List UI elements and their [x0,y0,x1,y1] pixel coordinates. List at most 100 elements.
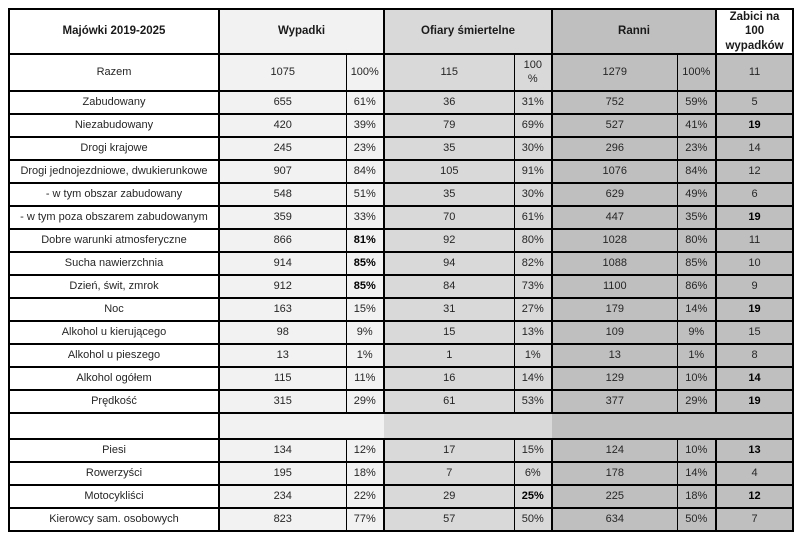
cell-ranni-count: 634 [551,507,678,533]
cell-row-label: Niezabudowany [8,113,220,139]
cell-wypadki-percent [346,412,385,441]
cell-row-label: Piesi [8,438,220,464]
table-row: Drogi krajowe 245 23% 35 30% 296 23% 14 [8,136,794,162]
cell-ranni-percent: 23% [676,136,717,162]
cell-row-label: Noc [8,297,220,323]
cell-zabici-na-100: 19 [715,389,794,415]
cell-row-label: Motocykliści [8,484,220,510]
cell-zabici-na-100 [716,412,795,441]
cell-zabici-na-100: 12 [715,159,794,185]
cell-wypadki-percent: 85% [345,251,385,277]
cell-ranni-count: 1028 [551,228,678,254]
cell-wypadki-percent: 81% [345,228,385,254]
cell-wypadki-count: 134 [218,438,347,464]
table-row: Alkohol u kierującego 98 9% 15 13% 109 9… [8,320,794,346]
cell-zabici-na-100: 6 [715,182,794,208]
cell-wypadki-count: 315 [218,389,347,415]
cell-ofiary-percent [514,412,553,441]
header-row: Majówki 2019-2025 Wypadki Ofiary śmierte… [8,7,794,56]
cell-ofiary-count: 1 [383,343,515,369]
cell-row-label: Sucha nawierzchnia [8,251,220,277]
cell-ranni-count: 629 [551,182,678,208]
cell-row-label: Kierowcy sam. osobowych [8,507,220,533]
cell-wypadki-count [219,412,346,441]
cell-ranni-count: 447 [551,205,678,231]
cell-ranni-count: 225 [551,484,678,510]
table-row: Razem 1075 100% 115 100 % 1279 100% 11 [8,53,794,93]
cell-zabici-na-100: 19 [715,297,794,323]
cell-wypadki-count: 912 [218,274,347,300]
cell-wypadki-percent: 22% [345,484,385,510]
cell-ofiary-percent: 91% [513,159,553,185]
cell-ofiary-count: 15 [383,320,515,346]
cell-wypadki-percent: 51% [345,182,385,208]
cell-wypadki-percent: 77% [345,507,385,533]
cell-ranni-count: 129 [551,366,678,392]
cell-row-label: - w tym obszar zabudowany [8,182,220,208]
cell-wypadki-count: 115 [218,366,347,392]
cell-row-label: - w tym poza obszarem zabudowanym [8,205,220,231]
cell-ofiary-count: 35 [383,182,515,208]
cell-ranni-percent: 84% [676,159,717,185]
accidents-table: Majówki 2019-2025 Wypadki Ofiary śmierte… [8,7,795,533]
cell-row-label: Drogi jednojezdniowe, dwukierunkowe [8,159,220,185]
table-row: Drogi jednojezdniowe, dwukierunkowe 907 … [8,159,794,185]
cell-ofiary-count: 105 [383,159,515,185]
cell-ranni-percent: 41% [676,113,717,139]
cell-ranni-percent: 10% [676,366,717,392]
cell-ranni-count: 1279 [551,53,678,93]
table-row: Alkohol u pieszego 13 1% 1 1% 13 1% 8 [8,343,794,369]
cell-wypadki-count: 98 [218,320,347,346]
cell-ofiary-count: 31 [383,297,515,323]
cell-row-label: Razem [8,53,220,93]
cell-ofiary-percent: 27% [513,297,553,323]
cell-row-label [8,412,220,441]
statistics-sheet: Majówki 2019-2025 Wypadki Ofiary śmierte… [8,7,795,533]
cell-wypadki-count: 823 [218,507,347,533]
table-row: Niezabudowany 420 39% 79 69% 527 41% 19 [8,113,794,139]
cell-ranni-count: 527 [551,113,678,139]
table-row: Noc 163 15% 31 27% 179 14% 19 [8,297,794,323]
table-row: Rowerzyści 195 18% 7 6% 178 14% 4 [8,461,794,487]
table-row: Motocykliści 234 22% 29 25% 225 18% 12 [8,484,794,510]
cell-ofiary-percent: 50% [513,507,553,533]
cell-ofiary-count: 94 [383,251,515,277]
cell-ranni-count: 377 [551,389,678,415]
cell-wypadki-percent: 84% [345,159,385,185]
cell-ranni-percent: 29% [676,389,717,415]
table-row: - w tym poza obszarem zabudowanym 359 33… [8,205,794,231]
cell-ofiary-count: 36 [383,90,515,116]
table-row: - w tym obszar zabudowany 548 51% 35 30%… [8,182,794,208]
cell-zabici-na-100: 5 [715,90,794,116]
cell-wypadki-percent: 12% [345,438,385,464]
cell-ofiary-percent: 69% [513,113,553,139]
cell-wypadki-percent: 61% [345,90,385,116]
cell-zabici-na-100: 19 [715,113,794,139]
cell-wypadki-percent: 23% [345,136,385,162]
cell-zabici-na-100: 9 [715,274,794,300]
cell-ofiary-count: 17 [383,438,515,464]
cell-ofiary-count: 35 [383,136,515,162]
cell-ranni-count: 1076 [551,159,678,185]
cell-ranni-count: 124 [551,438,678,464]
cell-ofiary-percent: 30% [513,136,553,162]
cell-wypadki-count: 548 [218,182,347,208]
table-row [8,412,795,441]
cell-ranni-count: 179 [551,297,678,323]
cell-ofiary-count: 57 [383,507,515,533]
cell-ranni-percent: 86% [676,274,717,300]
cell-zabici-na-100: 15 [715,320,794,346]
cell-wypadki-count: 163 [218,297,347,323]
table-row: Sucha nawierzchnia 914 85% 94 82% 1088 8… [8,251,794,277]
cell-ofiary-count: 79 [383,113,515,139]
table-row: Piesi 134 12% 17 15% 124 10% 13 [8,438,794,464]
cell-zabici-na-100: 14 [715,136,794,162]
cell-zabici-na-100: 7 [715,507,794,533]
cell-wypadki-percent: 1% [345,343,385,369]
cell-row-label: Alkohol ogółem [8,366,220,392]
cell-ranni-count: 109 [551,320,678,346]
cell-wypadki-percent: 85% [345,274,385,300]
cell-ofiary-count: 61 [383,389,515,415]
table-row: Zabudowany 655 61% 36 31% 752 59% 5 [8,90,794,116]
cell-ranni-count [552,412,678,441]
